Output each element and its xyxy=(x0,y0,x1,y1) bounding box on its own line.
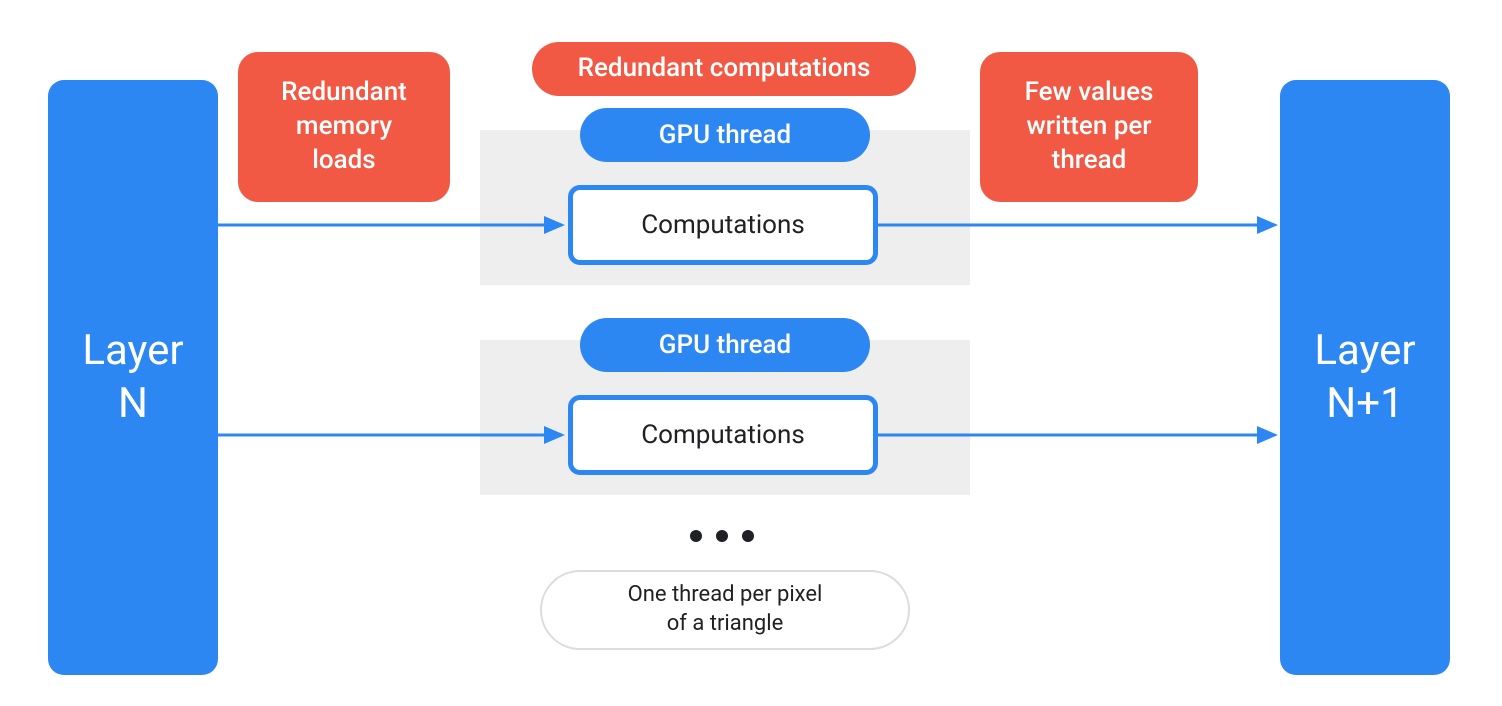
callout-redundant-computations-label: Redundant computations xyxy=(578,52,871,86)
dot xyxy=(742,530,754,542)
computations-label-1: Computations xyxy=(641,210,805,240)
callout-few-values-label: Few valueswritten perthread xyxy=(1025,76,1154,177)
callout-few-values: Few valueswritten perthread xyxy=(980,52,1198,202)
layer-n-box: LayerN xyxy=(48,80,218,675)
layer-n-label: LayerN xyxy=(82,325,183,430)
diagram-canvas: LayerN LayerN+1 Redundantmemoryloads Red… xyxy=(0,0,1502,706)
callout-redundant-computations: Redundant computations xyxy=(532,42,916,96)
layer-n1-box: LayerN+1 xyxy=(1280,80,1450,675)
gpu-thread-label-2: GPU thread xyxy=(659,330,791,360)
footer-note-pill: One thread per pixelof a triangle xyxy=(540,570,910,650)
computations-label-2: Computations xyxy=(641,420,805,450)
gpu-thread-label-1: GPU thread xyxy=(659,120,791,150)
callout-redundant-memory-label: Redundantmemoryloads xyxy=(281,76,407,177)
callout-redundant-memory: Redundantmemoryloads xyxy=(238,52,450,202)
layer-n1-label: LayerN+1 xyxy=(1314,325,1415,430)
dot xyxy=(716,530,728,542)
dot xyxy=(690,530,702,542)
footer-note-label: One thread per pixelof a triangle xyxy=(628,581,823,638)
gpu-thread-pill-1: GPU thread xyxy=(580,108,870,162)
computations-box-2: Computations xyxy=(568,395,878,475)
gpu-thread-pill-2: GPU thread xyxy=(580,318,870,372)
ellipsis-icon xyxy=(690,530,754,542)
computations-box-1: Computations xyxy=(568,185,878,265)
